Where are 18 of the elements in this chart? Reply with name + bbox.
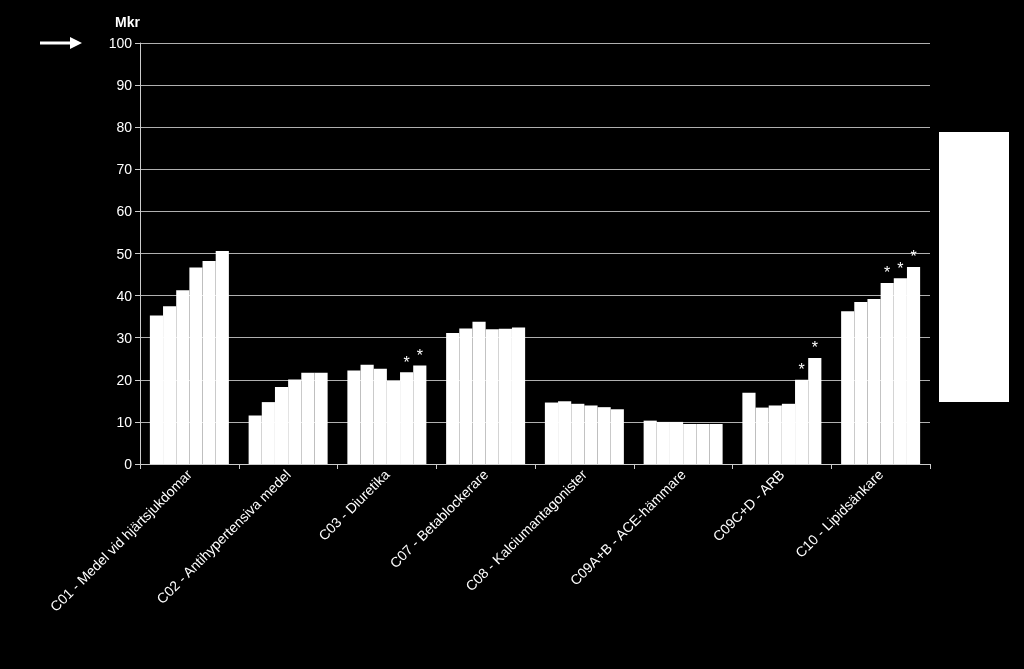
- y-tick-label: 30: [116, 329, 133, 346]
- y-tick-label: 20: [116, 371, 133, 388]
- y-tick-label: 0: [124, 456, 133, 472]
- y-tick-label: 100: [108, 35, 133, 51]
- y-tick-label: 10: [116, 413, 133, 430]
- y-tick-label: 80: [116, 119, 133, 136]
- y-axis-title: Mkr: [115, 14, 141, 30]
- y-tick-label: 70: [116, 161, 133, 178]
- data-label: *: [798, 361, 805, 379]
- data-label: *: [884, 264, 891, 282]
- y-tick-label: 40: [116, 287, 133, 304]
- y-tick-label: 60: [116, 203, 133, 220]
- y-tick-label: 50: [116, 245, 133, 262]
- data-label: *: [416, 346, 423, 364]
- data-label: *: [403, 353, 410, 371]
- data-label: *: [811, 339, 818, 357]
- y-tick-label: 90: [116, 77, 133, 94]
- data-label: *: [897, 259, 904, 277]
